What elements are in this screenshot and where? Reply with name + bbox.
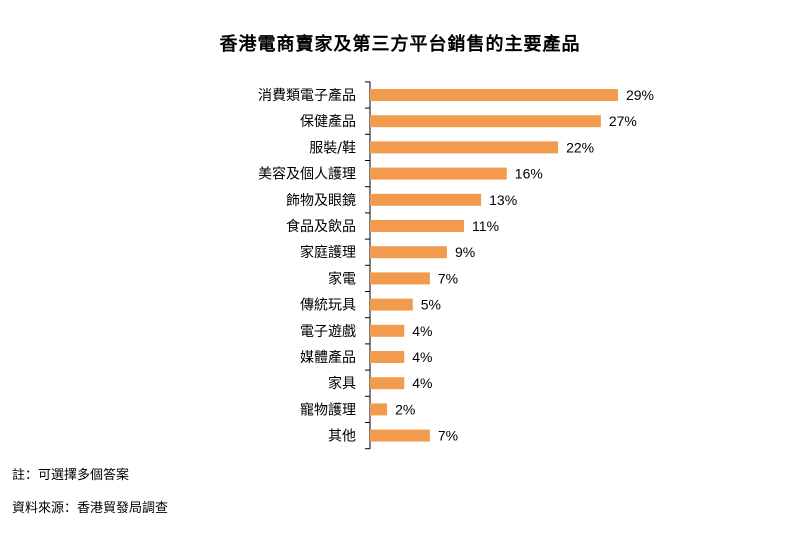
- category-label: 飾物及眼鏡: [286, 193, 356, 209]
- data-label: 13%: [489, 192, 517, 208]
- category-label: 家庭護理: [300, 244, 356, 261]
- data-label: 4%: [412, 375, 432, 391]
- category-label: 電子遊戲: [300, 324, 356, 340]
- data-label: 4%: [412, 323, 432, 339]
- bar: [370, 193, 482, 206]
- category-label: 家具: [328, 375, 356, 392]
- source-note: 資料來源：香港貿發局調查: [12, 501, 169, 516]
- bar: [370, 220, 465, 232]
- category-label: 美容及個人護理: [258, 166, 356, 183]
- data-label: 7%: [438, 270, 458, 286]
- data-label: 2%: [395, 401, 415, 417]
- data-label: 7%: [438, 428, 458, 444]
- category-label: 食品及飲品: [286, 218, 356, 235]
- bar: [370, 429, 430, 442]
- bar: [370, 377, 405, 390]
- category-label: 寵物護理: [300, 401, 356, 418]
- data-label: 29%: [626, 87, 654, 103]
- footnote: 註：可選擇多個答案: [12, 468, 130, 483]
- category-label: 保健產品: [300, 113, 356, 130]
- chart-title: 香港電商賣家及第三方平台銷售的主要產品: [219, 34, 581, 55]
- bar: [370, 298, 413, 311]
- category-label: 媒體產品: [300, 349, 356, 366]
- category-label: 家電: [328, 270, 356, 287]
- data-label: 27%: [609, 113, 637, 129]
- bar: [370, 115, 601, 128]
- data-label: 5%: [421, 297, 441, 313]
- data-label: 11%: [472, 218, 499, 234]
- bar: [370, 272, 430, 285]
- bar: [370, 324, 405, 337]
- category-label: 傳統玩具: [300, 298, 356, 314]
- category-label: 消費類電子產品: [258, 87, 356, 104]
- data-label: 22%: [566, 139, 594, 155]
- data-label: 9%: [455, 244, 475, 260]
- bar: [370, 141, 559, 154]
- data-label: 16%: [515, 166, 543, 182]
- data-label: 4%: [412, 349, 432, 365]
- bar: [370, 89, 618, 101]
- bar: [370, 246, 447, 259]
- category-label: 服裝/鞋: [309, 140, 356, 156]
- bar: [370, 403, 388, 416]
- category-label: 其他: [328, 429, 356, 445]
- bar: [370, 351, 405, 363]
- bar: [370, 167, 507, 180]
